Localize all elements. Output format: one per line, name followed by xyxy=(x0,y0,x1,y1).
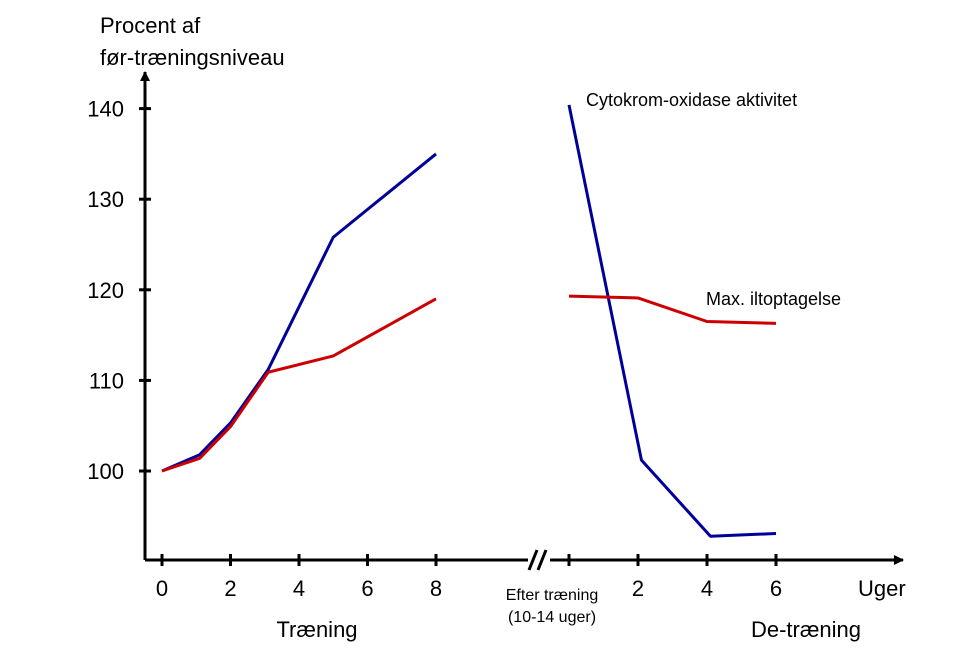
y-axis-label: Procent af før-træningsniveau xyxy=(100,10,285,74)
y-tick-label: 110 xyxy=(89,368,124,393)
x-tick-label: 4 xyxy=(293,576,305,601)
training-section-label: Træning xyxy=(276,617,357,642)
x-tick-label: 4 xyxy=(701,576,713,601)
max-oxygen-uptake-detraining-line xyxy=(568,294,777,325)
x-tick-label: 6 xyxy=(770,576,782,601)
y-tick-label: 130 xyxy=(87,187,124,212)
cytochrome-oxidase-detraining-line xyxy=(567,104,777,538)
x-tick-label: 8 xyxy=(430,576,442,601)
axis-break-mark xyxy=(527,549,539,571)
axis-break-mark xyxy=(536,549,548,571)
series-label-max-oxygen-uptake: Max. iltoptagelse xyxy=(706,289,841,309)
detraining-section-label: De-træning xyxy=(751,617,861,642)
x-tick-label: 2 xyxy=(224,576,236,601)
y-axis-label-line1: Procent af xyxy=(100,13,201,38)
x-axis-label: Uger xyxy=(858,576,906,601)
x-tick-label: 0 xyxy=(156,576,168,601)
x-tick-label: 6 xyxy=(361,576,373,601)
x-tick-label: 2 xyxy=(632,576,644,601)
after-training-label: Efter træning xyxy=(506,587,598,604)
y-tick-label: 140 xyxy=(87,97,124,122)
y-tick-label: 100 xyxy=(87,459,124,484)
cytochrome-oxidase-training-line xyxy=(161,152,437,473)
max-oxygen-uptake-training-line xyxy=(161,297,437,473)
y-tick-label: 120 xyxy=(87,278,124,303)
after-training-sublabel: (10-14 uger) xyxy=(508,609,596,626)
series-label-cytochrome-oxidase: Cytokrom-oxidase aktivitet xyxy=(586,90,797,110)
y-axis-label-line2: før-træningsniveau xyxy=(100,45,285,70)
